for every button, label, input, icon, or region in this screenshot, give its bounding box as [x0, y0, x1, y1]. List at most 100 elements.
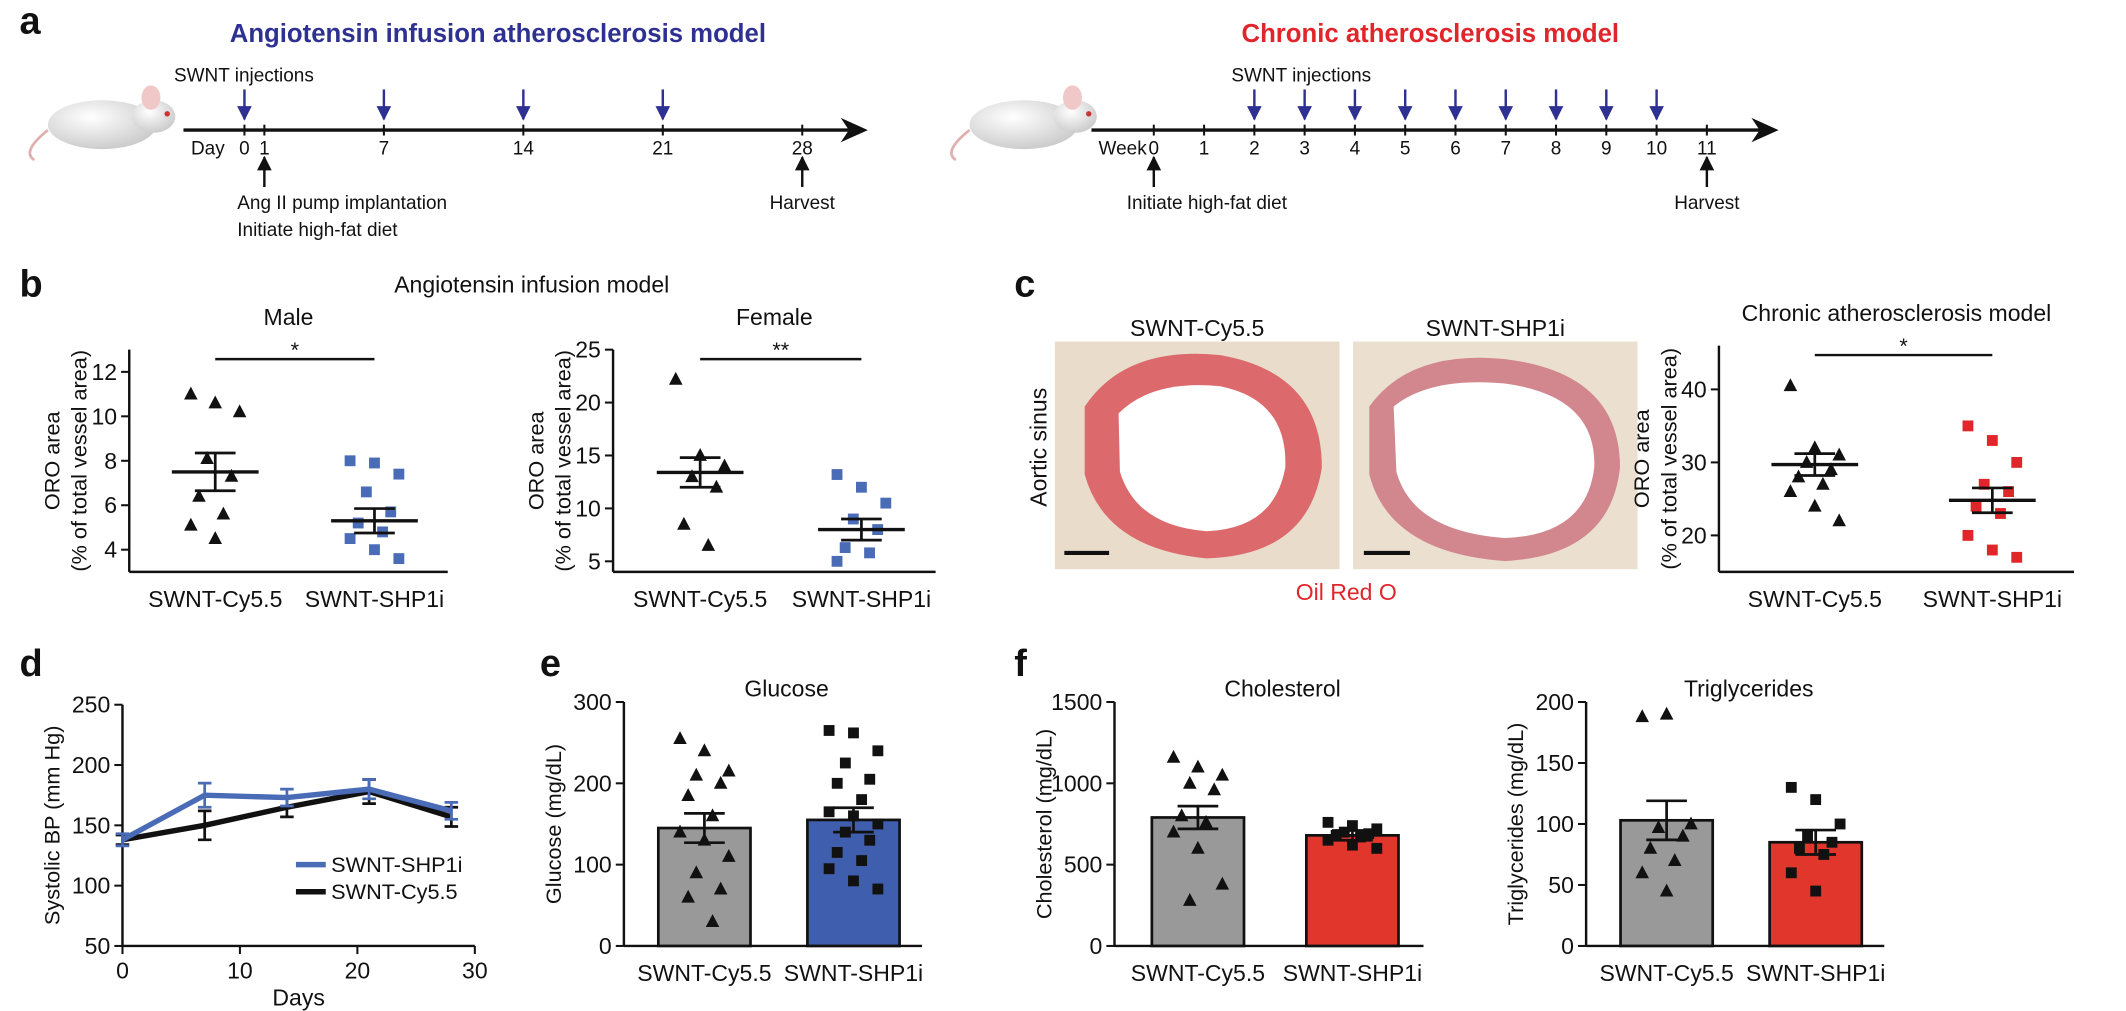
data-point [184, 386, 198, 400]
data-point [1785, 781, 1797, 793]
data-point [1166, 749, 1181, 763]
data-point [1667, 853, 1682, 866]
error-bar [679, 456, 721, 489]
timeline-tick-label: 28 [792, 139, 813, 160]
y-tick-label: 20 [575, 390, 601, 416]
y-tick-label: 100 [573, 852, 611, 878]
y-tick-label: 20 [1681, 522, 1707, 548]
timeline-tick-label: 10 [1646, 139, 1667, 160]
data-point [1962, 420, 1974, 432]
data-point [1978, 478, 1990, 490]
data-point [713, 881, 728, 895]
data-point [673, 731, 687, 745]
y-tick-label: 40 [1681, 376, 1707, 402]
data-point [1635, 709, 1650, 723]
data-point [1355, 831, 1366, 843]
data-point [705, 808, 720, 822]
data-point [681, 788, 695, 801]
data-point [216, 506, 231, 520]
data-point [1834, 818, 1846, 830]
y-tick-label: 8 [104, 448, 117, 474]
x-tick-label: SWNT-Cy5.5 [637, 960, 771, 986]
data-point [232, 404, 247, 418]
error-bar [444, 801, 459, 821]
data-point [839, 542, 851, 553]
data-point [1643, 840, 1658, 854]
y-tick-label: 4 [104, 537, 117, 563]
x-tick-label: SWNT-SHP1i [792, 586, 931, 612]
data-point [1794, 842, 1805, 854]
data-point [717, 458, 732, 472]
data-point [184, 517, 198, 531]
legend-label: SWNT-SHP1i [331, 852, 462, 877]
y-tick-label: 500 [1064, 852, 1102, 878]
data-point [1215, 876, 1230, 890]
error-bar [280, 787, 294, 808]
data-point [1826, 836, 1838, 848]
panel-label: a [19, 1, 41, 43]
event-label: Harvest [770, 193, 836, 214]
timeline-tick-label: 3 [1299, 139, 1310, 160]
data-point [856, 855, 868, 866]
histology-image [1353, 341, 1638, 570]
data-point [1191, 759, 1205, 773]
error-bar [1794, 452, 1836, 477]
timeline-tick-label: 7 [379, 139, 390, 160]
x-tick-label: SWNT-SHP1i [305, 586, 444, 612]
y-tick-label: 10 [91, 403, 117, 429]
data-point [856, 794, 868, 806]
event-label: Ang II pump implantation [237, 193, 447, 214]
data-point [1183, 892, 1197, 906]
injection-label: SWNT injections [1231, 65, 1371, 86]
timeline-tick-label: 2 [1249, 139, 1260, 160]
data-point [705, 914, 720, 927]
timeline-tick-label: 21 [652, 139, 673, 160]
data-point [689, 767, 704, 781]
error-bar [197, 809, 212, 842]
data-point [864, 834, 876, 846]
data-point [1824, 462, 1838, 476]
timeline-tick-label: 9 [1601, 139, 1612, 160]
data-point [831, 555, 843, 567]
data-point [1191, 840, 1205, 854]
data-point [369, 544, 380, 556]
data-point [1651, 820, 1666, 834]
data-point [823, 806, 835, 818]
chart-title: Cholesterol [1224, 675, 1340, 701]
data-point [1347, 839, 1358, 851]
error-bar [115, 832, 130, 848]
chart-title: Chronic atherosclerosis model [1742, 300, 2052, 326]
data-point [1330, 829, 1342, 841]
data-point [831, 847, 843, 858]
data-point [1808, 440, 1822, 454]
x-tick-label: SWNT-SHP1i [1283, 960, 1422, 986]
data-point [1970, 500, 1982, 512]
y-axis-label: (% of total vessel area) [550, 350, 575, 572]
timeline-tick-label: 14 [513, 139, 534, 160]
timeline-tick-label: 1 [259, 139, 270, 160]
panel-label: f [1014, 643, 1027, 685]
timeline-tick-label: 6 [1450, 139, 1461, 160]
data-point [1199, 814, 1213, 828]
x-tick-label: SWNT-SHP1i [1923, 586, 2062, 612]
data-point [697, 743, 712, 757]
y-tick-label: 200 [1536, 689, 1574, 715]
data-point [1986, 544, 1998, 556]
data-point [880, 497, 892, 509]
bar [1150, 816, 1246, 948]
y-tick-label: 100 [1536, 811, 1574, 837]
data-point [1810, 794, 1822, 806]
data-point [1659, 706, 1674, 720]
data-point [352, 517, 364, 529]
data-point [1322, 834, 1334, 846]
data-point [1816, 476, 1830, 490]
timeline-unit: Week [1099, 139, 1148, 160]
y-tick-label: 150 [72, 812, 110, 838]
mouse-icon [950, 85, 1097, 162]
panel-label: b [19, 264, 42, 306]
data-point [1322, 816, 1334, 828]
error-bar [684, 812, 725, 845]
error-bar [354, 507, 395, 535]
y-tick-label: 25 [575, 337, 601, 363]
